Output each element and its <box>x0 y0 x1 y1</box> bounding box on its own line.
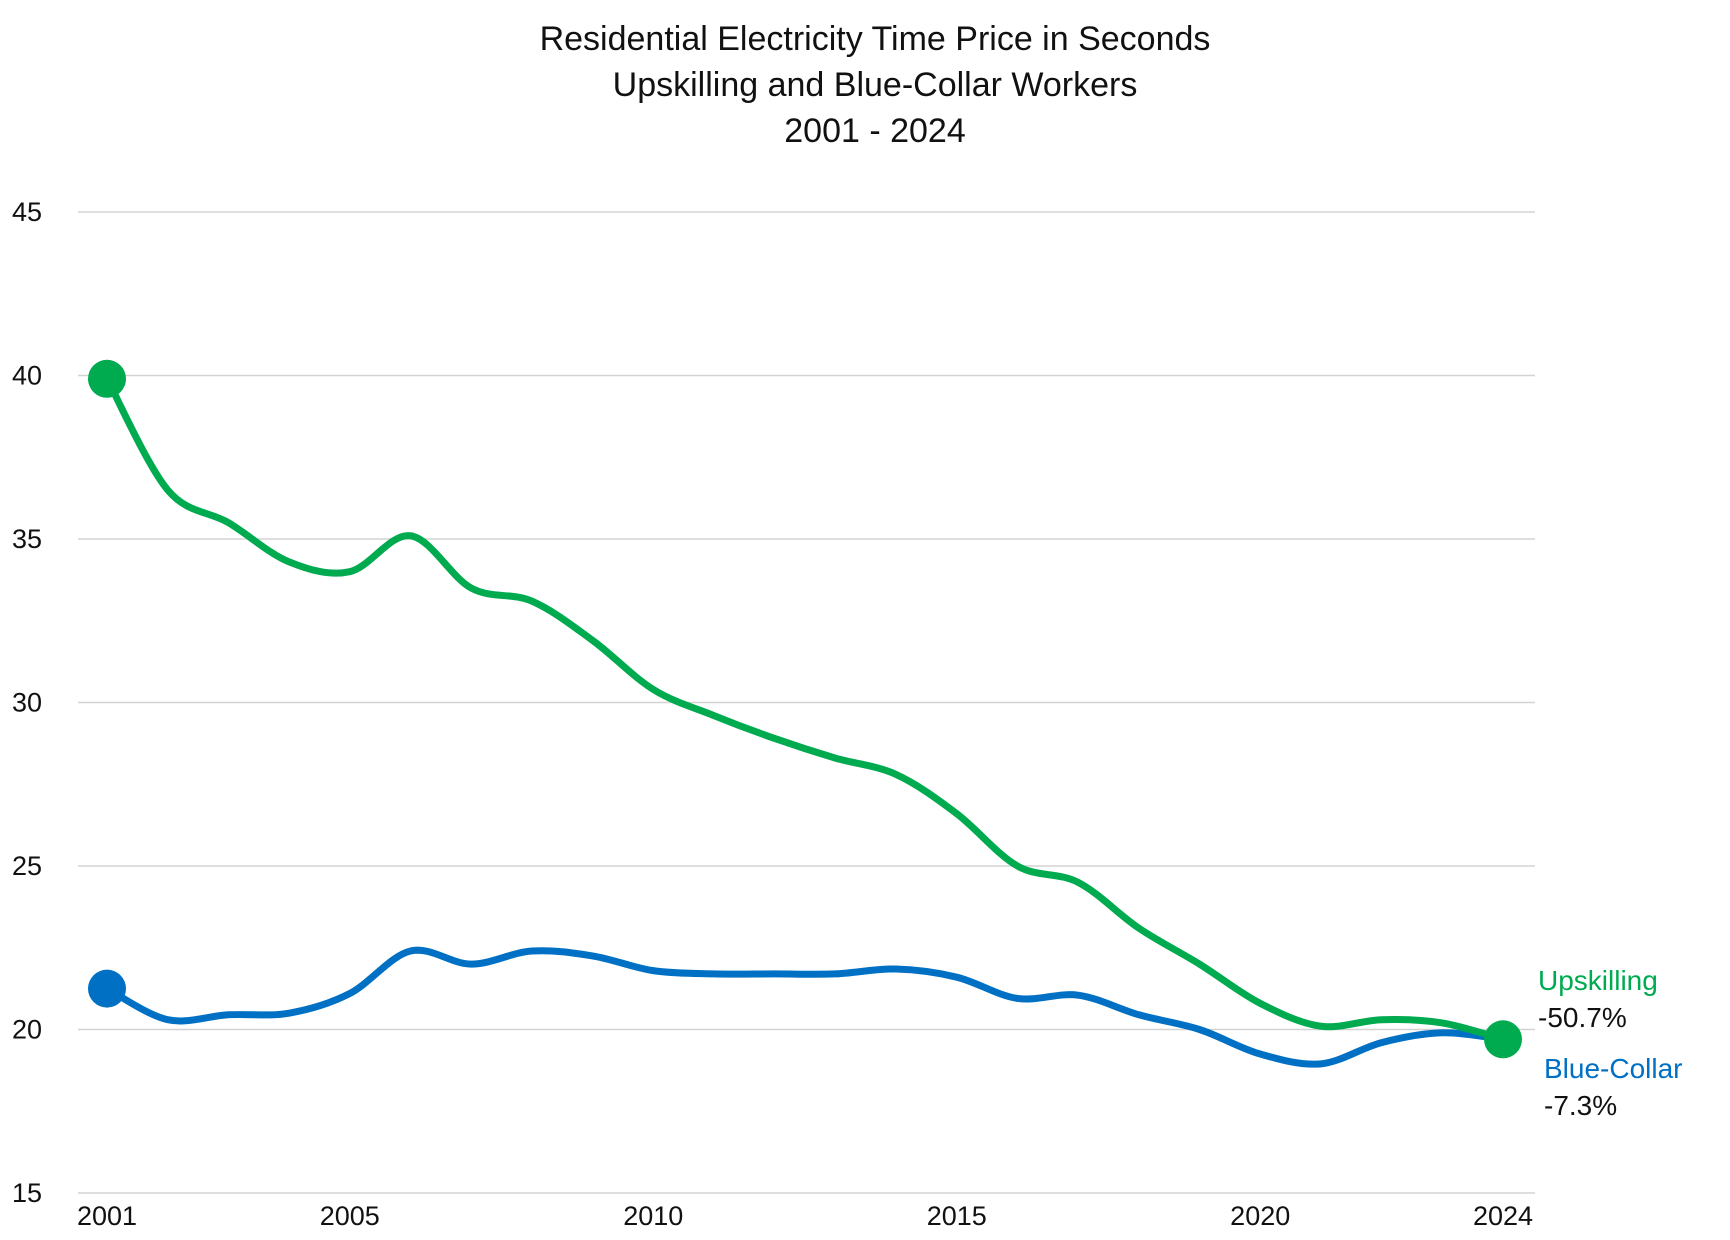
x-tick-label: 2005 <box>320 1201 380 1231</box>
series-change-upskilling: -50.7% <box>1538 1002 1627 1033</box>
start-marker-blue-collar <box>88 969 126 1008</box>
end-marker-upskilling <box>1484 1020 1522 1059</box>
series-label-blue-collar: Blue-Collar <box>1544 1053 1683 1084</box>
series-line-upskilling <box>103 375 1507 1043</box>
y-tick-label: 30 <box>12 688 42 718</box>
x-tick-label: 2001 <box>77 1201 137 1231</box>
y-tick-label: 15 <box>12 1178 42 1208</box>
chart-title-line-3: 2001 - 2024 <box>784 112 966 150</box>
start-marker-upskilling <box>88 359 126 398</box>
series-label-upskilling: Upskilling <box>1538 965 1658 996</box>
series-change-blue-collar: -7.3% <box>1544 1090 1617 1121</box>
x-tick-label: 2010 <box>623 1201 683 1231</box>
x-tick-label: 2024 <box>1473 1201 1533 1231</box>
y-tick-label: 20 <box>12 1015 42 1045</box>
y-tick-label: 45 <box>12 197 42 227</box>
y-tick-label: 25 <box>12 851 42 881</box>
y-tick-label: 35 <box>12 524 42 554</box>
x-tick-label: 2020 <box>1230 1201 1290 1231</box>
chart-title-line-2: Upskilling and Blue-Collar Workers <box>612 66 1138 104</box>
chart-title-line-1: Residential Electricity Time Price in Se… <box>539 20 1211 58</box>
x-tick-label: 2015 <box>927 1201 987 1231</box>
series-line-blue-collar <box>103 946 1507 1068</box>
chart-title: Residential Electricity Time Price in Se… <box>0 16 1730 154</box>
y-tick-label: 40 <box>12 361 42 391</box>
